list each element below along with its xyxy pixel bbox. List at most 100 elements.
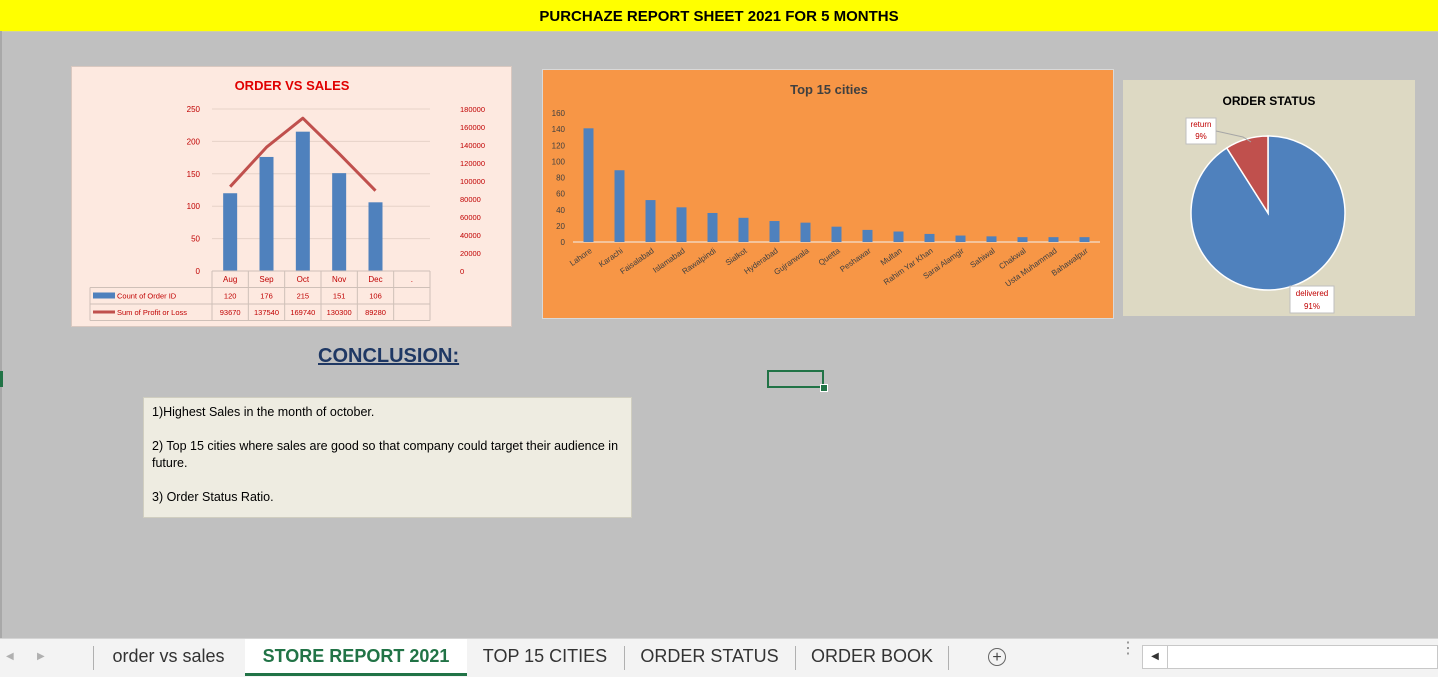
active-row-marker xyxy=(0,371,3,387)
bar-city xyxy=(1017,237,1028,242)
y-right-tick-label: 140000 xyxy=(460,141,485,150)
vertical-dots-icon[interactable]: ⋮ xyxy=(1120,640,1136,657)
y-right-tick-label: 120000 xyxy=(460,159,485,168)
bar-order-count xyxy=(223,193,238,271)
y-left-tick-label: 200 xyxy=(187,137,201,146)
bar-city xyxy=(1079,237,1090,242)
x-category-label: Karachi xyxy=(597,246,625,269)
legend-key-order-count xyxy=(93,292,115,299)
data-label-percent: 91% xyxy=(1304,302,1320,311)
bar-city xyxy=(862,229,873,242)
y-right-tick-label: 100000 xyxy=(460,177,485,186)
x-category-label: Sep xyxy=(259,275,274,284)
y-tick-label: 60 xyxy=(556,190,565,199)
tab-store-report-2021[interactable]: STORE REPORT 2021 xyxy=(245,639,467,676)
x-category-label: Sahiwal xyxy=(969,246,997,270)
y-right-tick-label: 180000 xyxy=(460,105,485,114)
line-profit-or-loss xyxy=(229,116,377,192)
y-tick-label: 140 xyxy=(552,125,566,134)
order-status-chart-svg: ORDER STATUS return 9% delivered 91% xyxy=(1185,94,1346,314)
bar-city xyxy=(831,226,842,242)
bar-city xyxy=(707,212,718,242)
chevron-left-icon[interactable]: ◀ xyxy=(1143,646,1168,668)
tab-separator xyxy=(93,646,94,670)
legend-label: Count of Order ID xyxy=(117,292,177,301)
conclusion-heading: CONCLUSION: xyxy=(318,345,460,367)
x-category-label: Lahore xyxy=(568,246,594,268)
x-category-label: Peshawar xyxy=(838,246,873,274)
plus-circle-icon[interactable]: + xyxy=(988,648,1006,666)
y-tick-label: 0 xyxy=(561,238,566,247)
x-category-label: Aug xyxy=(223,275,237,284)
table-value-profit: 130300 xyxy=(327,308,352,317)
data-label-name: delivered xyxy=(1296,289,1328,298)
data-label-box xyxy=(1289,285,1335,314)
horizontal-scrollbar[interactable]: ◀ xyxy=(1142,645,1438,669)
bar-city xyxy=(676,207,687,242)
table-value-order-count: 151 xyxy=(333,292,346,301)
table-value-order-count: 176 xyxy=(260,292,273,301)
bar-city xyxy=(645,200,656,242)
y-left-tick-label: 150 xyxy=(187,170,201,179)
data-label-name: return xyxy=(1191,120,1212,129)
y-left-tick-label: 100 xyxy=(187,202,201,211)
table-value-order-count: 120 xyxy=(224,292,237,301)
chart-title: ORDER VS SALES xyxy=(235,78,350,93)
tab-top-15-cities[interactable]: TOP 15 CITIES xyxy=(482,646,608,666)
report-title-banner: PURCHAZE REPORT SHEET 2021 FOR 5 MONTHS xyxy=(0,0,1438,32)
order-vs-sales-chart-svg: ORDER VS SALES 0 50 100 150 200 250 0 20000 40000… xyxy=(89,78,485,321)
x-category-label: . xyxy=(411,275,413,284)
selected-cell[interactable] xyxy=(767,370,824,388)
table-value-profit: 89280 xyxy=(365,308,386,317)
y-right-tick-label: 80000 xyxy=(460,195,481,204)
table-value-profit: 169740 xyxy=(290,308,315,317)
y-tick-label: 160 xyxy=(552,109,566,118)
conclusion-point-3: 3) Order Status Ratio. xyxy=(152,490,274,504)
fill-handle[interactable] xyxy=(820,384,828,392)
bar-order-count xyxy=(259,156,274,271)
y-right-tick-label: 0 xyxy=(460,267,464,276)
order-vs-sales-chart[interactable]: ORDER VS SALES 0 50 100 150 200 250 0 20000 40000… xyxy=(71,66,512,327)
tab-order-book[interactable]: ORDER BOOK xyxy=(810,646,934,666)
conclusion-point-2: 2) Top 15 cities where sales are good so… xyxy=(152,439,619,470)
chart-title: ORDER STATUS xyxy=(1223,94,1316,108)
y-right-tick-label: 20000 xyxy=(460,249,481,258)
bar-city xyxy=(769,221,780,242)
leader-line xyxy=(1215,130,1252,143)
y-tick-label: 20 xyxy=(556,222,565,231)
y-left-tick-label: 250 xyxy=(187,105,201,114)
top-cities-chart[interactable]: Top 15 cities 0 20 40 60 80 100 120 140 160 Lahore… xyxy=(542,69,1114,319)
bar-city xyxy=(583,128,594,242)
row-header-strip xyxy=(0,31,2,638)
y-right-tick-label: 160000 xyxy=(460,123,485,132)
tab-separator xyxy=(624,646,625,670)
bar-city xyxy=(893,231,904,242)
legend-label: Sum of Profit or Loss xyxy=(117,308,187,317)
tab-separator xyxy=(948,646,949,670)
y-tick-label: 100 xyxy=(552,157,566,166)
chevron-right-icon[interactable]: ▶ xyxy=(37,651,45,662)
bar-order-count xyxy=(332,173,347,271)
data-label-percent: 9% xyxy=(1195,132,1207,141)
x-category-label: Gujranwala xyxy=(772,246,811,277)
chevron-left-icon[interactable]: ◀ xyxy=(6,651,14,662)
order-status-chart[interactable]: ORDER STATUS return 9% delivered 91% xyxy=(1123,80,1415,316)
table-value-profit: 93670 xyxy=(220,308,241,317)
tab-order-vs-sales[interactable]: order vs sales xyxy=(112,646,225,666)
y-right-tick-label: 40000 xyxy=(460,231,481,240)
tab-order-status[interactable]: ORDER STATUS xyxy=(640,646,779,666)
bar-city xyxy=(800,222,811,242)
bar-city xyxy=(986,236,997,242)
x-category-label: Nov xyxy=(332,275,346,284)
bar-city xyxy=(955,235,966,242)
conclusion-textbox[interactable]: 1)Highest Sales in the month of october.… xyxy=(143,397,632,518)
bar-city xyxy=(614,170,625,242)
conclusion-point-1: 1)Highest Sales in the month of october. xyxy=(152,405,375,419)
bar-order-count xyxy=(368,202,383,271)
x-category-label: Oct xyxy=(297,275,310,284)
y-right-tick-label: 60000 xyxy=(460,213,481,222)
x-category-label: Multan xyxy=(879,246,904,267)
chart-title: Top 15 cities xyxy=(790,82,868,97)
bar-city xyxy=(738,217,749,242)
top-cities-chart-svg: Top 15 cities 0 20 40 60 80 100 120 140 160 Lahore… xyxy=(552,82,1100,289)
